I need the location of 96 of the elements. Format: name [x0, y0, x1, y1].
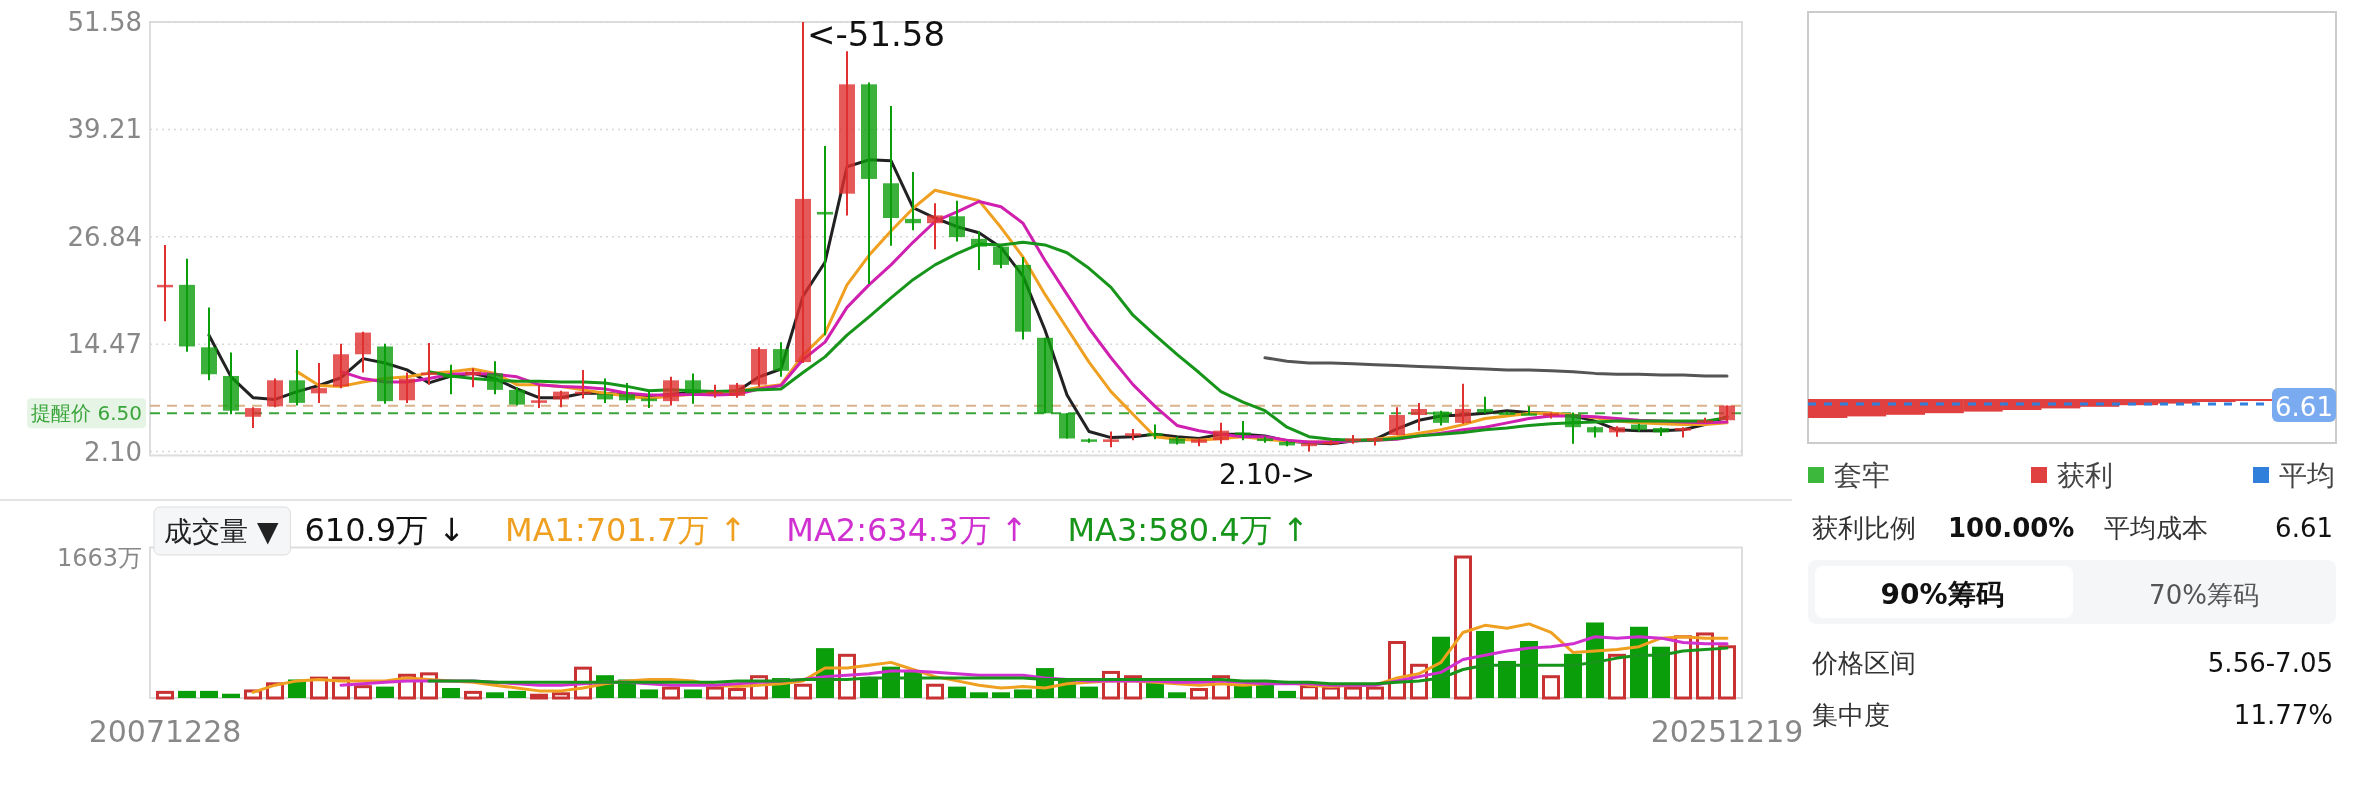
text: 90%筹码 [1880, 578, 2004, 611]
bar [508, 690, 526, 698]
bar [1608, 653, 1626, 700]
bar [1190, 688, 1208, 700]
bar [706, 686, 724, 700]
candlestick [949, 199, 965, 243]
bar [728, 688, 746, 700]
candlestick [685, 372, 701, 405]
text: 1663万 [56, 543, 142, 572]
bar [948, 686, 966, 698]
candlestick [1235, 420, 1251, 442]
candlestick [289, 348, 305, 407]
bar [552, 692, 570, 700]
legend-label: 获利 [2057, 459, 2113, 492]
legend-label: 套牢 [1834, 459, 1890, 492]
text: 11.77% [2233, 700, 2333, 730]
x-tick-label: 20251219 [1650, 714, 1804, 749]
bar [442, 688, 460, 698]
bar [222, 693, 240, 698]
bar [1652, 646, 1670, 698]
candlestick [971, 230, 987, 272]
bar [1080, 686, 1098, 698]
text: 平均成本 [2104, 513, 2208, 543]
text: MA2:634.3万 ↑ [786, 511, 1028, 549]
candlestick [1455, 382, 1471, 425]
bar [1718, 645, 1736, 700]
y-tick-label: 51.58 [67, 7, 142, 37]
bar [1344, 686, 1362, 700]
bar [156, 690, 174, 700]
bar [1564, 653, 1582, 698]
annotation: <-51.58 [807, 14, 946, 54]
candlestick [663, 375, 679, 407]
line-series [1263, 356, 1729, 378]
text: 70%筹码 [2149, 580, 2259, 610]
candlestick [245, 406, 261, 430]
candlestick [487, 360, 503, 396]
candlestick [905, 171, 921, 232]
bar [970, 692, 988, 698]
candlestick [355, 330, 371, 374]
candlestick [1565, 411, 1581, 445]
candlestick [1411, 401, 1427, 432]
candlestick [597, 377, 613, 404]
bar [1388, 641, 1406, 700]
ref-line-label: 提醒价 6.50 [31, 401, 142, 426]
candlestick [443, 363, 459, 396]
text: 100.00% [1948, 513, 2075, 543]
text: 6.61 [2275, 513, 2333, 543]
bar [354, 685, 372, 700]
text: 价格区间 [1811, 648, 1916, 678]
y-tick-label: 2.10 [84, 436, 142, 467]
text: MA1:701.7万 ↑ [505, 511, 747, 549]
bar [794, 683, 812, 700]
candlestick [531, 384, 547, 410]
chart-title: 成交量 ▼ [164, 515, 279, 548]
bar [1278, 690, 1296, 698]
bar [662, 686, 680, 700]
bar [1168, 692, 1186, 698]
bar [992, 692, 1010, 698]
text: 5.56-7.05 [2207, 648, 2333, 678]
text: 2.10-> [1219, 457, 1315, 491]
candlestick [993, 244, 1009, 270]
bar [926, 683, 944, 700]
candlestick [1389, 406, 1405, 437]
legend-label: 平均 [2279, 459, 2335, 492]
bar [376, 686, 394, 698]
candlestick [619, 381, 635, 404]
x-tick-label: 20071228 [88, 714, 242, 749]
candlestick [1213, 421, 1229, 445]
text: 610.9万 ↓ [304, 511, 466, 549]
bar [464, 690, 482, 700]
bar [486, 692, 504, 698]
text: 集中度 [1812, 700, 1890, 730]
text: 获利比例 [1812, 513, 1916, 543]
candlestick [311, 361, 327, 404]
bar [1014, 689, 1032, 698]
bar [1498, 660, 1516, 698]
candlestick [773, 341, 789, 378]
bar [684, 689, 702, 698]
candlestick [399, 371, 415, 404]
text: 6.61 [2275, 392, 2333, 422]
bar [530, 693, 548, 700]
y-tick-label: 26.84 [67, 221, 142, 252]
bar [1454, 555, 1472, 700]
bar [1366, 686, 1384, 700]
bar [1322, 686, 1340, 700]
candlestick [927, 202, 943, 251]
bar [640, 689, 658, 698]
bar [1476, 631, 1494, 698]
candlestick [817, 144, 833, 337]
bar [200, 690, 218, 698]
bar [1542, 675, 1560, 700]
bar [178, 690, 196, 698]
y-tick-label: 14.47 [67, 329, 142, 360]
text: MA3:580.4万 ↑ [1067, 511, 1309, 549]
y-tick-label: 39.21 [67, 114, 142, 145]
bar [860, 678, 878, 698]
